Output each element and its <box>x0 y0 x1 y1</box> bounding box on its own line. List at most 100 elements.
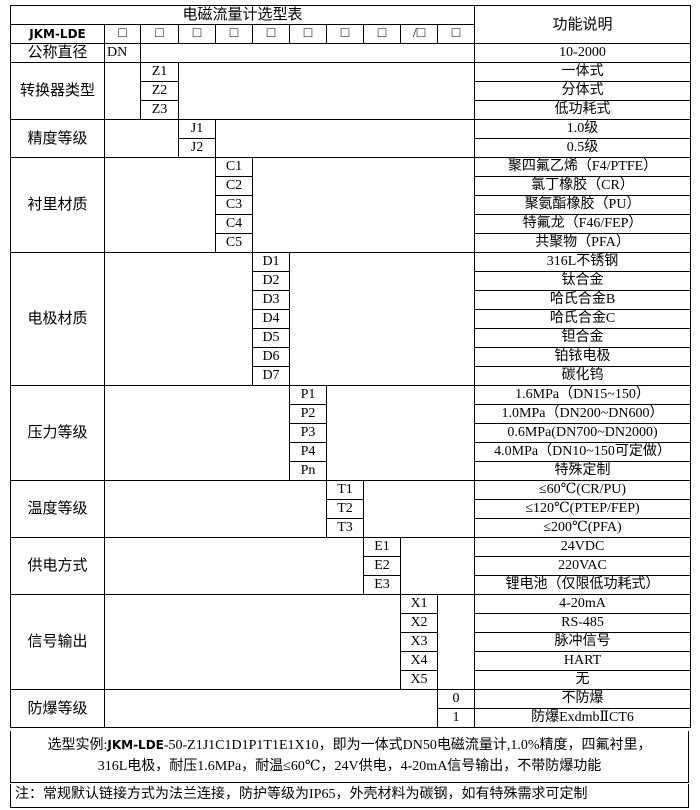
option-description: 哈氏合金C <box>474 309 692 329</box>
option-code: C3 <box>215 195 253 215</box>
empty-cell <box>399 537 476 595</box>
function-header: 功能说明 <box>474 5 692 44</box>
table-row: 信号输出 X1 4-20mA <box>10 594 692 690</box>
empty-cell <box>104 119 179 158</box>
option-description: 24VDC <box>474 537 692 557</box>
option-code: P4 <box>289 442 327 462</box>
option-code: J1 <box>178 119 216 139</box>
category-name: 供电方式 <box>10 537 105 595</box>
table-row: D6 铂铱电极 <box>11 347 692 367</box>
empty-cell <box>104 62 141 120</box>
table-row: 防爆等级 0 不防爆 <box>10 689 692 728</box>
empty-cell <box>362 480 476 538</box>
option-description: 不防爆 <box>474 689 692 709</box>
option-description: 一体式 <box>474 62 692 82</box>
code-placeholder-box: □ <box>215 24 253 44</box>
category-name: 公称直径 <box>10 43 105 63</box>
option-code: P3 <box>289 423 327 443</box>
option-description: 防爆ExdmbⅡCT6 <box>474 708 692 728</box>
empty-cell <box>104 689 438 728</box>
table-row: 精度等级 J1 1.0级 <box>10 119 692 158</box>
option-code: J2 <box>178 138 216 158</box>
option-description: 4.0MPa（DN10~150可定做） <box>474 442 692 462</box>
empty-cell <box>104 252 253 386</box>
category-name: 温度等级 <box>10 480 105 538</box>
option-description: 220VAC <box>474 556 692 576</box>
option-code: DN <box>104 43 141 63</box>
option-description: 低功耗式 <box>474 100 692 120</box>
option-code: E1 <box>363 537 401 557</box>
code-placeholder-box: □ <box>252 24 290 44</box>
option-description: 316L不锈钢 <box>474 252 692 272</box>
table-row: D2 钛合金 <box>11 271 692 291</box>
option-code: X4 <box>400 651 438 671</box>
selection-table: 电磁流量计选型表 功能说明 JKM-LDE □ □ □ □ □ □ □ □/□ □ 公称直径 DN… <box>9 5 692 728</box>
empty-cell <box>104 385 290 481</box>
option-code: 1 <box>436 708 476 728</box>
option-code: Z1 <box>140 62 179 82</box>
selection-example: 选型实例:JKM-LDE-50-Z1J1C1D1P1T1E1X10，即为一体式D… <box>10 731 689 783</box>
option-code: X2 <box>400 613 438 633</box>
table-row: 温度等级 T1 ≤60℃(CR/PU) <box>10 480 692 538</box>
option-code: P2 <box>289 404 327 424</box>
table-row: D5 钽合金 <box>11 328 692 348</box>
category-name: 转换器类型 <box>10 62 105 120</box>
option-description: RS-485 <box>474 613 692 633</box>
option-description: 1.6MPa（DN15~150） <box>474 385 692 405</box>
option-code: C4 <box>215 214 253 234</box>
category-name: 压力等级 <box>10 385 105 481</box>
option-code: D1 <box>252 252 290 272</box>
example-code: -50-Z1J1C1D1P1T1E1X10，即为一体式DN50电磁流量计,1.0… <box>163 738 652 753</box>
option-code: X3 <box>400 632 438 652</box>
code-placeholder-box: /□ <box>400 24 438 44</box>
empty-cell <box>177 62 476 120</box>
option-description: 分体式 <box>474 81 692 101</box>
empty-cell <box>104 480 327 538</box>
option-description: 钽合金 <box>474 328 692 348</box>
table-title: 电磁流量计选型表 <box>9 5 476 25</box>
table-row: C4 特氟龙（F46/FEP） <box>11 214 692 234</box>
category-name: 信号输出 <box>10 594 105 690</box>
table-row: 衬里材质 C1 聚四氟乙烯（F4/PTFE） <box>10 157 692 253</box>
option-code: D3 <box>252 290 290 310</box>
code-placeholder-box: □ <box>436 24 476 44</box>
option-description: 无 <box>474 670 692 690</box>
table-row: X5 无 <box>11 670 692 690</box>
option-code: C5 <box>215 233 253 253</box>
option-description: ≤60℃(CR/PU) <box>474 480 692 500</box>
category-name: 精度等级 <box>10 119 105 158</box>
model-code: JKM-LDE <box>10 24 105 44</box>
option-description: 10-2000 <box>474 43 692 63</box>
table-row: 公称直径 DN 10-2000 <box>10 43 692 63</box>
code-placeholder-box: □ <box>326 24 364 44</box>
option-description: 铂铱电极 <box>474 347 692 367</box>
option-code: Z2 <box>140 81 179 101</box>
empty-cell <box>288 252 476 386</box>
option-description: 碳化钨 <box>474 366 692 386</box>
option-description: 4-20mA <box>474 594 692 614</box>
code-placeholder-box: □ <box>289 24 327 44</box>
category-name: 防爆等级 <box>10 689 105 728</box>
option-code: T1 <box>326 480 364 500</box>
option-code: T2 <box>326 499 364 519</box>
title-row: 电磁流量计选型表 功能说明 <box>9 5 692 44</box>
code-placeholder-box: □ <box>140 24 179 44</box>
code-placeholder-box: □ <box>104 24 141 44</box>
table-row: P4 4.0MPa（DN10~150可定做） <box>11 442 692 462</box>
empty-cell <box>436 594 476 690</box>
table-row: D4 哈氏合金C <box>11 309 692 329</box>
code-placeholder-box: □ <box>178 24 216 44</box>
empty-cell <box>104 537 364 595</box>
option-description: 哈氏合金B <box>474 290 692 310</box>
option-code: Z3 <box>140 100 179 120</box>
option-description: 特殊定制 <box>474 461 692 481</box>
option-description: 脉冲信号 <box>474 632 692 652</box>
table-row: 供电方式 E1 24VDC <box>10 537 692 595</box>
option-code: E2 <box>363 556 401 576</box>
empty-cell <box>139 43 476 63</box>
category-name: 电极材质 <box>10 252 105 386</box>
empty-cell <box>214 119 476 158</box>
table-row: D7 碳化钨 <box>11 366 692 386</box>
option-description: 锂电池（仅限低功耗式） <box>474 575 692 595</box>
table-row: X4 HART <box>11 651 692 671</box>
